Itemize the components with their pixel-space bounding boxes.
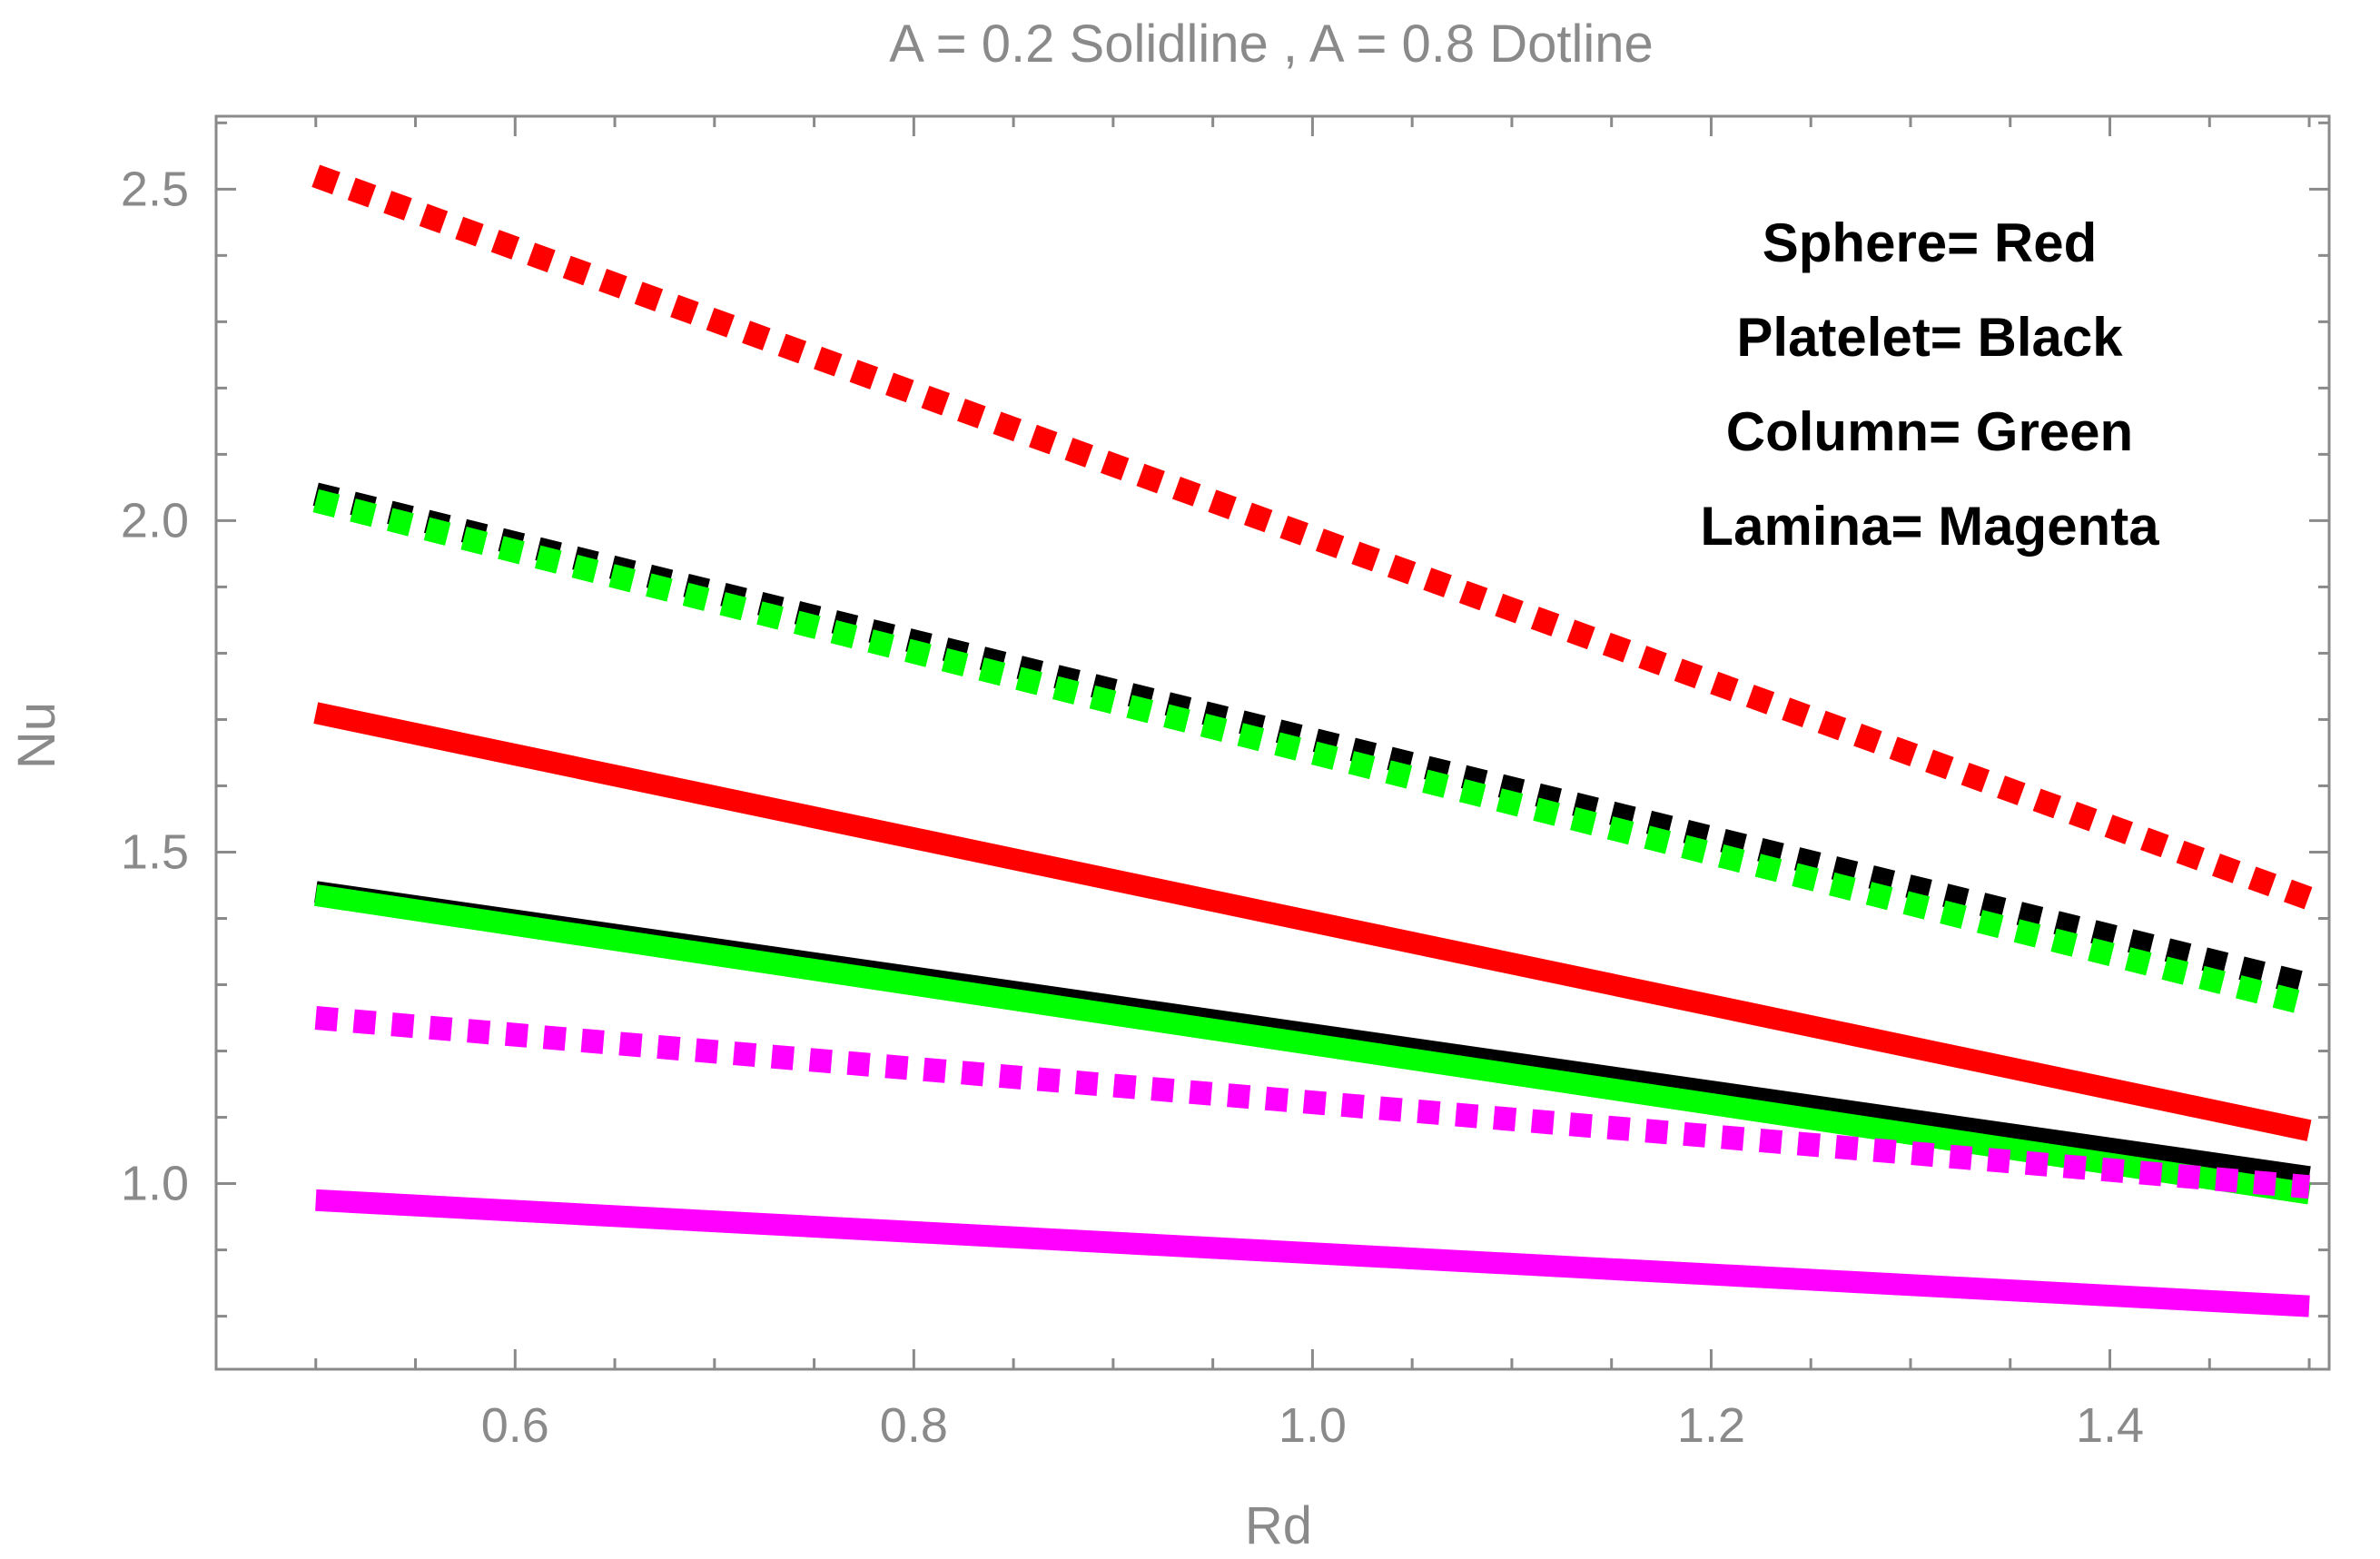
x-tick-label: 1.4	[2076, 1398, 2144, 1453]
y-tick-label: 2.5	[121, 162, 189, 216]
series-line	[315, 1189, 2310, 1317]
series-line	[311, 164, 2314, 910]
series-line	[314, 1006, 2311, 1199]
legend-entry: Column= Green	[1726, 401, 2133, 462]
x-tick-label: 0.8	[880, 1398, 948, 1453]
series-layer	[311, 164, 2314, 1317]
legend-entry: Platelet= Black	[1736, 307, 2123, 368]
y-tick-label: 1.0	[121, 1157, 189, 1211]
series-line	[313, 884, 2311, 1205]
y-axis-label: Nu	[7, 702, 66, 769]
y-tick-label: 1.5	[121, 824, 189, 879]
y-tick-label: 2.0	[121, 493, 189, 548]
plot-frame	[214, 114, 2331, 1371]
x-axis-label: Rd	[1245, 1496, 1312, 1555]
legend: Sphere= Red Platelet= Black Column= Green L…	[1700, 212, 2159, 557]
tick-labels: 0.6 0.8 1.0 1.2 1.4 1.0 1.5 2.0 2.5	[121, 162, 2144, 1453]
legend-entry: Sphere= Red	[1763, 212, 2097, 273]
x-tick-label: 1.2	[1677, 1398, 1745, 1453]
x-tick-label: 0.6	[481, 1398, 549, 1453]
x-tick-label: 1.0	[1279, 1398, 1347, 1453]
legend-entry: Lamina= Magenta	[1700, 496, 2159, 557]
axis-ticks	[214, 116, 2329, 1369]
chart-title: A = 0.2 Solidline , A = 0.8 Dotline	[889, 15, 1654, 74]
series-line	[313, 702, 2312, 1141]
